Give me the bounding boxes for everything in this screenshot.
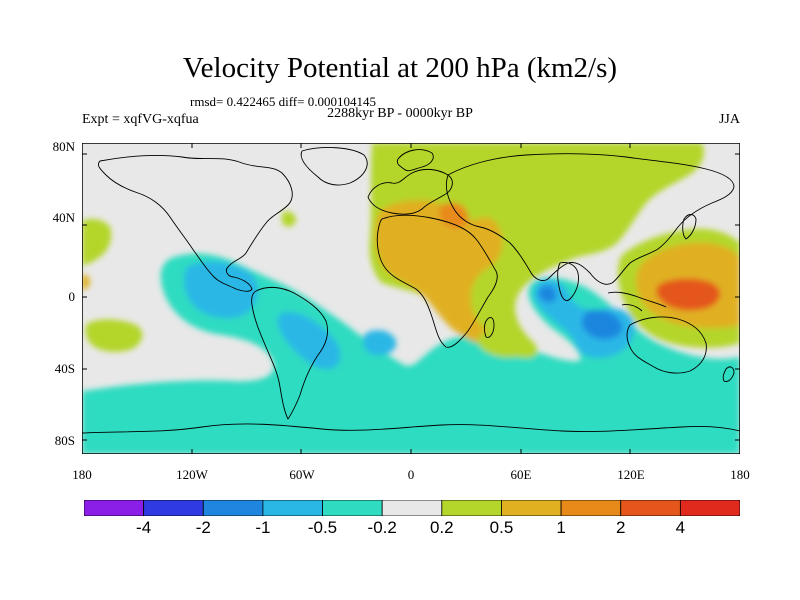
stats-line: rmsd= 0.422465 diff= 0.000104145: [190, 94, 376, 109]
positive-north-atlantic-small: [282, 211, 296, 227]
colorbar: [84, 500, 740, 516]
colorbar-box: [560, 500, 622, 516]
negative-pacific-center: [184, 261, 258, 319]
y-tick-label: 40S: [54, 361, 75, 376]
colorbar-label: 0.5: [489, 518, 514, 537]
colorbar-label: 2: [615, 518, 626, 537]
coastline-asia: [445, 153, 735, 285]
colorbar-box: [381, 500, 443, 516]
colorbar-label: -2: [195, 518, 211, 537]
colorbar-box: [84, 500, 145, 516]
colorbar-label: -1: [255, 518, 271, 537]
colorbar-box: [501, 500, 562, 516]
colorbar-label: 1: [556, 518, 566, 537]
coastline-madagascar: [484, 317, 495, 338]
velocity-potential-map: [82, 143, 740, 454]
colorbar-label: -0.5: [307, 518, 338, 537]
colorbar-label: 4: [675, 518, 686, 537]
y-tick-label: 40N: [52, 210, 75, 225]
coastline-greenland: [300, 147, 368, 186]
map-title: Velocity Potential at 200 hPa (km2/s): [182, 52, 618, 84]
x-tick-label: 0: [407, 467, 415, 482]
season-label: JJA: [718, 112, 740, 127]
coastline-new-zealand: [722, 366, 735, 382]
coastlines: [82, 147, 740, 434]
coastline-indonesia: [607, 291, 667, 312]
positive-west-pacific-strong: [656, 278, 721, 311]
colorbar-label: 0.2: [429, 518, 454, 537]
coastline-north-america: [97, 154, 293, 292]
x-tick-label: 60E: [510, 467, 532, 482]
coastline-africa: [376, 214, 498, 348]
negative-south-america: [277, 312, 341, 370]
positive-north-pacific-east: [82, 219, 112, 265]
experiment-label: Expt = xqfVG-xqfua: [82, 112, 199, 127]
colorbar-label: -0.2: [367, 518, 397, 537]
coastline-australia: [626, 316, 707, 374]
x-tick-label: 60W: [289, 467, 315, 482]
positive-east-pacific-patch: [82, 274, 90, 290]
colorbar-box: [441, 500, 502, 516]
coastline-antarctica: [82, 423, 740, 434]
coastline-japan: [682, 214, 697, 240]
positive-africa-core: [375, 200, 506, 348]
colorbar-label: -4: [136, 518, 152, 537]
colorbar-box: [262, 500, 323, 516]
colorbar-box: [322, 500, 383, 516]
negative-south-atlantic: [363, 330, 397, 356]
x-tick-label: 180: [72, 467, 92, 482]
x-tick-label: 120E: [617, 467, 645, 482]
x-tick-label: 180: [730, 467, 750, 482]
colorbar-box: [143, 500, 204, 516]
y-tick-label: 80S: [54, 433, 75, 448]
coastline-india: [557, 262, 579, 302]
period-label: 2288kyr BP - 0000kyr BP: [327, 106, 473, 121]
coastline-scandinavia: [396, 149, 434, 172]
x-tick-label: 120W: [176, 467, 208, 482]
colorbar-box: [620, 500, 681, 516]
strong-negative-indian: [581, 309, 623, 340]
axis-ticks: [82, 143, 740, 454]
colorbar-box: [679, 500, 740, 516]
colorbar-box: [202, 500, 264, 516]
y-tick-label: 0: [68, 289, 76, 304]
strong-negative-arabian: [537, 285, 557, 303]
positive-south-atlantic: [477, 331, 529, 358]
y-tick-label: 80N: [52, 139, 75, 154]
positive-south-pacific: [85, 319, 143, 352]
coastline-south-america: [251, 286, 329, 420]
coastline-europe: [367, 168, 453, 215]
